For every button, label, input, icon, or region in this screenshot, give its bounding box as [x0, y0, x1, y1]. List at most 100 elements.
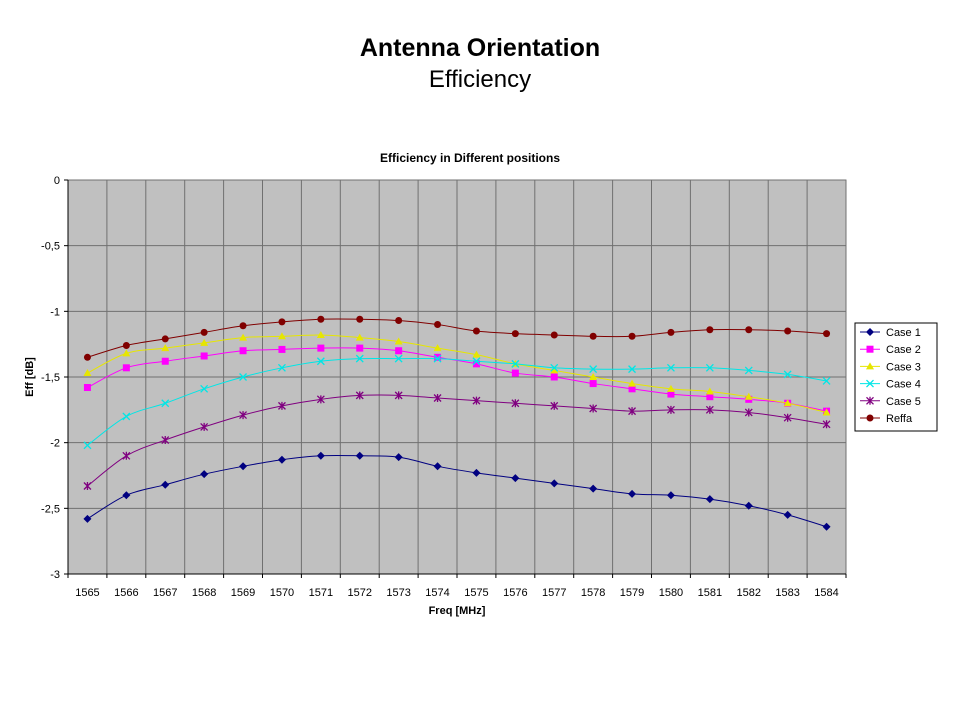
x-axis-title: Freq [MHz] [429, 605, 486, 617]
data-point-case-1 [783, 510, 792, 519]
data-point-case-3 [472, 350, 481, 358]
data-point-case-1 [550, 479, 559, 488]
legend-marker [866, 362, 874, 370]
series-case-4 [83, 354, 831, 450]
data-point-case-2 [706, 393, 714, 401]
data-point-case-3 [822, 408, 831, 416]
legend-marker [866, 379, 874, 388]
data-point-case-1 [316, 451, 325, 460]
data-point-reffa [472, 327, 480, 335]
data-point-case-2 [395, 347, 403, 355]
data-point-case-5 [666, 405, 675, 414]
y-axis-title: Eff [dB] [24, 357, 36, 397]
data-point-reffa [628, 332, 636, 340]
data-point-reffa [434, 320, 442, 328]
data-point-case-2 [434, 353, 442, 361]
data-point-case-3 [355, 333, 364, 341]
data-point-reffa [356, 315, 364, 323]
data-point-case-3 [161, 344, 170, 352]
x-tick-label: 1583 [775, 587, 799, 599]
x-tick-label: 1572 [348, 587, 372, 599]
data-point-reffa [706, 326, 714, 334]
data-point-case-5 [122, 451, 131, 460]
data-point-case-1 [83, 514, 92, 523]
y-tick-label: -2 [50, 438, 60, 450]
data-point-reffa [122, 341, 130, 349]
y-tick-label: 0 [54, 175, 60, 187]
data-point-reffa [745, 326, 753, 334]
data-point-case-3 [433, 344, 442, 352]
data-point-case-4 [161, 399, 170, 408]
y-tick-label: -0,5 [41, 241, 60, 253]
data-point-reffa [278, 318, 286, 326]
data-point-case-5 [277, 401, 286, 410]
x-tick-label: 1574 [425, 587, 449, 599]
data-point-case-5 [511, 399, 520, 408]
data-point-case-4 [83, 441, 92, 450]
legend: Case 1 Case 2 Case 3 Case 4 Case 5 Reffa [854, 322, 938, 432]
data-point-case-4 [550, 363, 559, 372]
data-point-case-4 [316, 357, 325, 366]
legend-label: Case 1 [886, 327, 921, 339]
x-tick-label: 1575 [464, 587, 488, 599]
data-point-reffa [550, 331, 558, 339]
series-group [83, 315, 831, 531]
x-tick-label: 1581 [698, 587, 722, 599]
x-tick-label: 1576 [503, 587, 527, 599]
data-point-case-4 [355, 354, 364, 363]
x-axis: 1565 1566 1567 1568 1569 1570 1571 1572 1573 1574… [67, 573, 847, 599]
data-point-case-1 [161, 480, 170, 489]
x-tick-label: 1578 [581, 587, 605, 599]
data-point-case-2 [667, 390, 675, 398]
x-tick-label: 1565 [75, 587, 99, 599]
series-case-1 [83, 451, 831, 531]
slide-title: Antenna Orientation [359, 34, 601, 62]
x-tick-label: 1582 [737, 587, 761, 599]
data-point-case-5 [822, 420, 831, 429]
data-point-case-2 [83, 384, 91, 392]
data-point-reffa [161, 335, 169, 343]
series-line-case-5 [87, 394, 827, 487]
data-point-case-2 [122, 364, 130, 372]
data-point-case-1 [822, 522, 831, 531]
data-point-case-4 [200, 384, 209, 393]
y-tick-label: -1,5 [41, 372, 60, 384]
data-point-reffa [239, 322, 247, 330]
data-point-case-2 [356, 344, 364, 352]
data-point-case-1 [394, 453, 403, 462]
data-point-case-1 [355, 451, 364, 460]
series-reffa [83, 315, 831, 361]
data-point-case-4 [472, 357, 481, 366]
data-point-case-3 [394, 337, 403, 345]
data-point-reffa [83, 353, 91, 361]
data-point-case-3 [550, 366, 559, 374]
data-point-case-5 [161, 436, 170, 445]
data-point-case-4 [239, 373, 248, 381]
legend-label: Case 2 [886, 344, 921, 356]
data-point-case-5 [589, 404, 598, 413]
data-point-reffa [784, 327, 792, 335]
legend-item-case-3: Case 3 [860, 361, 921, 373]
data-point-case-1 [472, 468, 481, 477]
data-point-case-1 [628, 489, 637, 498]
data-point-case-2 [278, 345, 286, 353]
legend-item-case-4: Case 4 [860, 379, 921, 391]
data-point-case-3 [83, 369, 92, 377]
data-point-case-2 [628, 385, 636, 393]
data-point-case-5 [200, 422, 209, 431]
data-point-case-3 [628, 379, 637, 387]
legend-box [854, 322, 938, 432]
data-point-case-2 [511, 369, 519, 377]
legend-marker [866, 396, 874, 405]
data-point-case-2 [161, 357, 169, 365]
x-tick-label: 1573 [386, 587, 410, 599]
data-point-case-3 [666, 384, 675, 392]
data-point-case-3 [589, 373, 598, 380]
legend-marker [866, 345, 874, 353]
legend-marker [866, 414, 874, 422]
legend-label: Reffa [886, 413, 913, 425]
data-point-case-4 [783, 370, 792, 379]
x-tick-label: 1579 [620, 587, 644, 599]
data-point-reffa [589, 332, 597, 340]
